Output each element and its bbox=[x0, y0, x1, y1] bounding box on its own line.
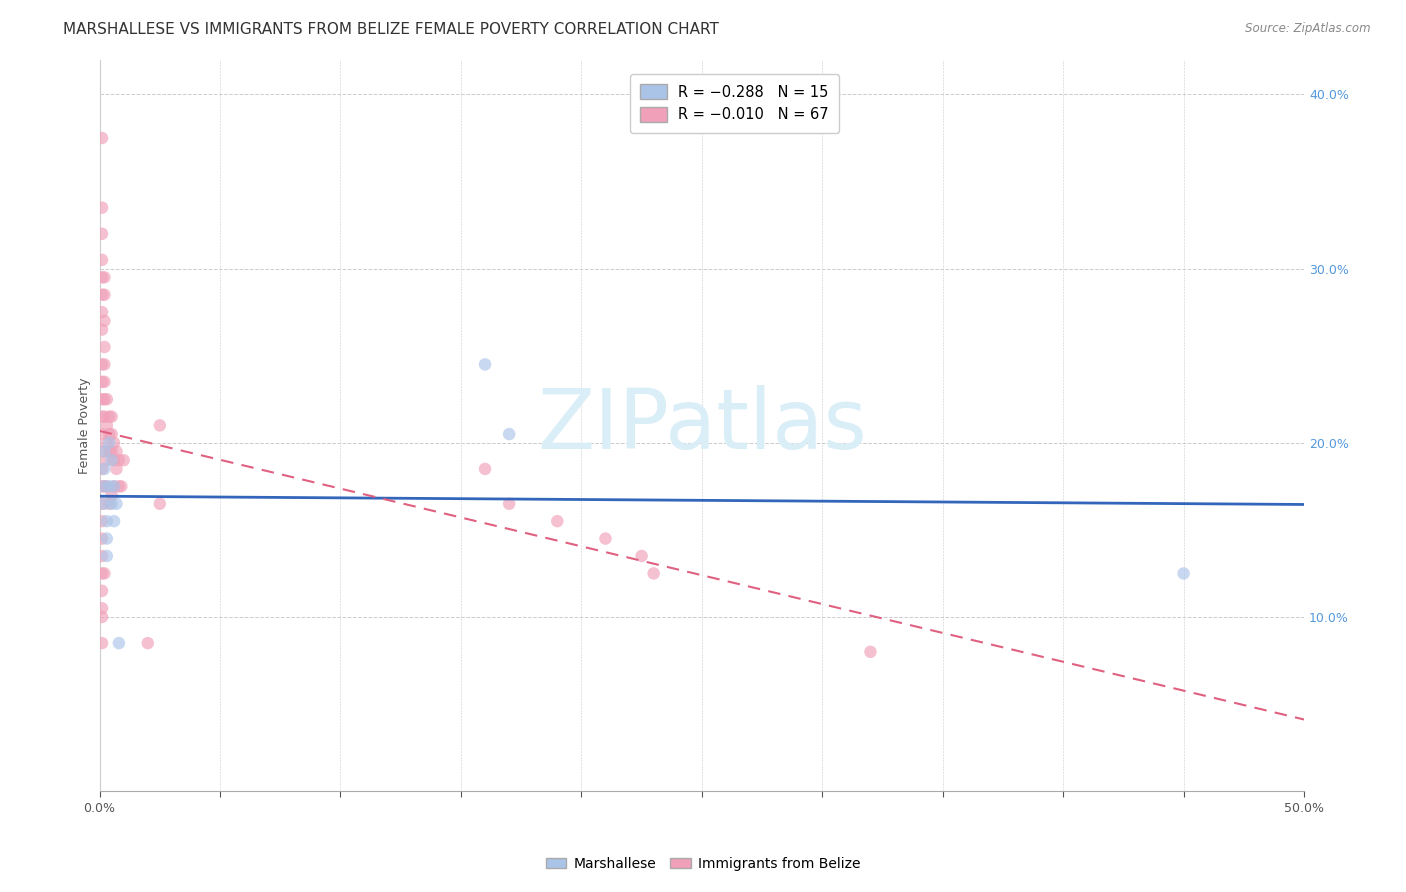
Point bbox=[91, 462, 114, 476]
Legend: R = −0.288   N = 15, R = −0.010   N = 67: R = −0.288 N = 15, R = −0.010 N = 67 bbox=[630, 74, 839, 133]
Point bbox=[91, 532, 114, 546]
Point bbox=[474, 462, 496, 476]
Point bbox=[100, 444, 122, 458]
Point bbox=[91, 201, 114, 215]
Point bbox=[91, 375, 114, 389]
Point bbox=[91, 409, 114, 424]
Point bbox=[98, 444, 121, 458]
Point bbox=[112, 453, 135, 467]
Point bbox=[103, 514, 125, 528]
Point bbox=[105, 444, 128, 458]
Point bbox=[91, 549, 114, 563]
Point bbox=[98, 497, 121, 511]
Point bbox=[100, 453, 122, 467]
Point bbox=[98, 479, 121, 493]
Point bbox=[91, 227, 114, 241]
Point bbox=[108, 479, 131, 493]
Text: Source: ZipAtlas.com: Source: ZipAtlas.com bbox=[1246, 22, 1371, 36]
Point bbox=[93, 340, 115, 354]
Point bbox=[96, 514, 118, 528]
Point bbox=[96, 418, 118, 433]
Point bbox=[93, 358, 115, 372]
Point bbox=[103, 479, 125, 493]
Point bbox=[91, 610, 114, 624]
Point bbox=[136, 636, 159, 650]
Point bbox=[595, 532, 617, 546]
Point bbox=[93, 566, 115, 581]
Point bbox=[91, 583, 114, 598]
Point bbox=[98, 435, 121, 450]
Point bbox=[93, 497, 115, 511]
Point bbox=[91, 566, 114, 581]
Point bbox=[103, 453, 125, 467]
Point bbox=[91, 305, 114, 319]
Point bbox=[93, 375, 115, 389]
Point bbox=[91, 636, 114, 650]
Legend: Marshallese, Immigrants from Belize: Marshallese, Immigrants from Belize bbox=[540, 851, 866, 876]
Point bbox=[93, 479, 115, 493]
Point bbox=[498, 427, 520, 442]
Point bbox=[91, 358, 114, 372]
Point bbox=[93, 479, 115, 493]
Point bbox=[474, 358, 496, 372]
Point bbox=[91, 131, 114, 145]
Point bbox=[98, 409, 121, 424]
Point bbox=[93, 314, 115, 328]
Point bbox=[96, 453, 118, 467]
Point bbox=[108, 636, 131, 650]
Text: ZIPatlas: ZIPatlas bbox=[537, 384, 866, 466]
Point bbox=[91, 601, 114, 615]
Point bbox=[91, 497, 114, 511]
Point bbox=[96, 549, 118, 563]
Point bbox=[149, 418, 172, 433]
Text: MARSHALLESE VS IMMIGRANTS FROM BELIZE FEMALE POVERTY CORRELATION CHART: MARSHALLESE VS IMMIGRANTS FROM BELIZE FE… bbox=[63, 22, 718, 37]
Point bbox=[100, 488, 122, 502]
Point bbox=[98, 427, 121, 442]
Point bbox=[103, 479, 125, 493]
Point bbox=[643, 566, 665, 581]
Point bbox=[91, 479, 114, 493]
Point bbox=[96, 435, 118, 450]
Point bbox=[96, 479, 118, 493]
Point bbox=[93, 409, 115, 424]
Point bbox=[149, 497, 172, 511]
Point bbox=[103, 435, 125, 450]
Point bbox=[91, 270, 114, 285]
Point bbox=[91, 444, 114, 458]
Point bbox=[91, 287, 114, 301]
Point bbox=[91, 392, 114, 407]
Point bbox=[100, 497, 122, 511]
Point bbox=[96, 532, 118, 546]
Point bbox=[105, 497, 128, 511]
Point bbox=[110, 479, 132, 493]
Point bbox=[105, 462, 128, 476]
Y-axis label: Female Poverty: Female Poverty bbox=[79, 377, 91, 474]
Point bbox=[108, 453, 131, 467]
Point bbox=[91, 427, 114, 442]
Point bbox=[498, 497, 520, 511]
Point bbox=[100, 427, 122, 442]
Point bbox=[546, 514, 568, 528]
Point bbox=[859, 645, 882, 659]
Point bbox=[100, 409, 122, 424]
Point bbox=[96, 392, 118, 407]
Point bbox=[91, 514, 114, 528]
Point bbox=[93, 270, 115, 285]
Point bbox=[630, 549, 652, 563]
Point bbox=[93, 392, 115, 407]
Point bbox=[93, 462, 115, 476]
Point bbox=[1173, 566, 1195, 581]
Point bbox=[93, 444, 115, 458]
Point bbox=[93, 287, 115, 301]
Point bbox=[91, 322, 114, 336]
Point bbox=[91, 252, 114, 267]
